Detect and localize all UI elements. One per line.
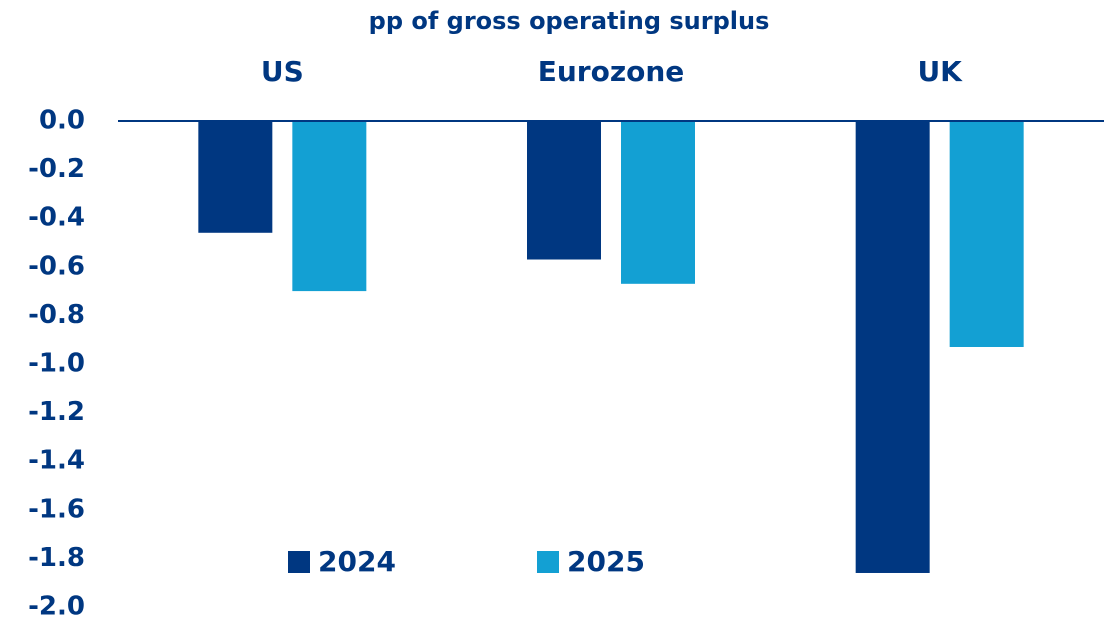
chart-title: pp of gross operating surplus [369, 7, 770, 35]
bar [292, 121, 367, 292]
y-tick-label: -0.4 [28, 203, 85, 233]
y-tick-label: -1.6 [28, 494, 85, 524]
y-tick-label: 0.0 [39, 106, 85, 136]
y-tick-label: -0.8 [28, 300, 85, 330]
bar [949, 121, 1024, 347]
y-tick-label: -1.2 [28, 397, 85, 427]
y-tick-label: -1.8 [28, 543, 85, 573]
category-label: UK [917, 55, 963, 88]
bar [198, 121, 273, 233]
bar [855, 121, 930, 573]
y-tick-label: -1.0 [28, 349, 85, 379]
legend-swatch [288, 551, 310, 573]
legend-label: 2025 [567, 545, 645, 578]
bar [527, 121, 601, 260]
bar [621, 121, 695, 284]
y-tick-label: -1.4 [28, 446, 85, 476]
legend-swatch [537, 551, 559, 573]
y-tick-label: -0.6 [28, 251, 85, 281]
y-tick-label: -2.0 [28, 592, 85, 619]
category-label: US [261, 55, 304, 88]
legend-label: 2024 [318, 545, 396, 578]
y-tick-label: -0.2 [28, 154, 85, 184]
category-label: Eurozone [538, 55, 685, 88]
